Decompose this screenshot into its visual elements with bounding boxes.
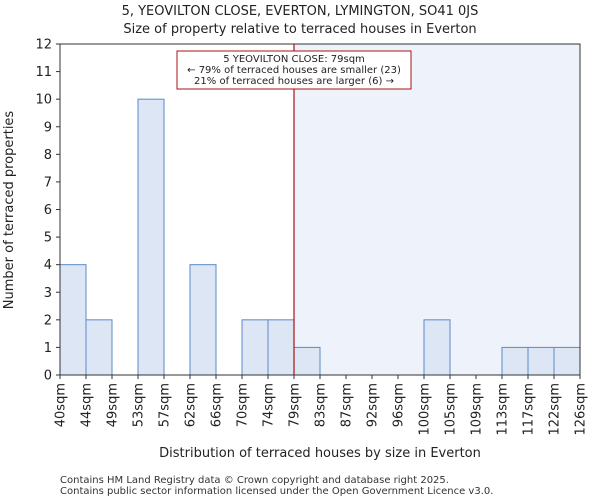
x-tick-label-79sqm: 79sqm [288, 383, 303, 427]
y-tick-label-9: 9 [44, 120, 52, 135]
x-tick-label-113sqm: 113sqm [496, 383, 511, 436]
x-tick-label-126sqm: 126sqm [574, 383, 589, 436]
y-tick-label-7: 7 [44, 175, 52, 190]
y-axis-label: Number of terraced properties [2, 111, 17, 310]
bar-44sqm [85, 319, 113, 376]
bar-53sqm [137, 98, 165, 376]
x-tick-label-62sqm: 62sqm [184, 383, 199, 427]
y-tick-label-1: 1 [44, 341, 52, 356]
x-axis-ticks: 40sqm 44sqm 49sqm 53sqm 57sqm 62sqm 66sqm 70sqm… [54, 375, 589, 436]
bar-122sqm [553, 346, 581, 376]
x-tick-label-122sqm: 122sqm [548, 383, 563, 436]
x-tick-label-109sqm: 109sqm [470, 383, 485, 436]
bar-117sqm [527, 346, 555, 376]
bar-74sqm [267, 319, 295, 376]
y-tick-label-0: 0 [44, 369, 52, 384]
bar-79sqm [293, 346, 321, 376]
x-tick-label-96sqm: 96sqm [392, 383, 407, 427]
y-tick-label-11: 11 [35, 65, 52, 80]
y-tick-label-5: 5 [44, 231, 52, 246]
chart-subtitle: Size of property relative to terraced ho… [123, 22, 476, 37]
bars [59, 98, 581, 376]
x-tick-label-44sqm: 44sqm [80, 383, 95, 427]
x-tick-label-70sqm: 70sqm [236, 383, 251, 427]
x-tick-label-100sqm: 100sqm [418, 383, 433, 436]
bar-113sqm [501, 346, 529, 376]
x-tick-label-53sqm: 53sqm [132, 383, 147, 427]
y-tick-label-12: 12 [35, 38, 52, 53]
x-tick-label-83sqm: 83sqm [314, 383, 329, 427]
y-tick-label-10: 10 [35, 93, 52, 108]
annotation-line-1: 5 YEOVILTON CLOSE: 79sqm [223, 54, 365, 65]
y-tick-label-4: 4 [44, 258, 52, 273]
annotation-frame [176, 50, 412, 90]
footer-line-1: Contains HM Land Registry data © Crown c… [60, 475, 449, 486]
x-tick-label-74sqm: 74sqm [262, 383, 277, 427]
annotation-box: 5 YEOVILTON CLOSE: 79sqm ← 79% of terrac… [176, 50, 412, 90]
annotation-line-3: 21% of terraced houses are larger (6) → [194, 76, 394, 87]
x-tick-label-87sqm: 87sqm [340, 383, 355, 427]
x-tick-label-57sqm: 57sqm [158, 383, 173, 427]
y-tick-label-6: 6 [44, 203, 52, 218]
x-tick-label-66sqm: 66sqm [210, 383, 225, 427]
x-tick-label-105sqm: 105sqm [444, 383, 459, 436]
x-tick-label-92sqm: 92sqm [366, 383, 381, 427]
x-axis-label: Distribution of terraced houses by size … [159, 446, 481, 461]
bar-70sqm [241, 319, 269, 376]
annotation-line-2: ← 79% of terraced houses are smaller (23… [187, 65, 401, 76]
bar-100sqm [423, 319, 451, 376]
x-tick-label-49sqm: 49sqm [106, 383, 121, 427]
bar-40sqm [59, 264, 87, 376]
x-tick-label-117sqm: 117sqm [522, 383, 537, 436]
bar-62sqm [189, 264, 217, 376]
footer-line-2: Contains public sector information licen… [60, 486, 493, 497]
y-tick-label-2: 2 [44, 313, 52, 328]
chart-title: 5, YEOVILTON CLOSE, EVERTON, LYMINGTON, … [122, 4, 479, 19]
y-tick-label-3: 3 [44, 286, 52, 301]
y-tick-label-8: 8 [44, 148, 52, 163]
x-tick-label-40sqm: 40sqm [54, 383, 69, 427]
